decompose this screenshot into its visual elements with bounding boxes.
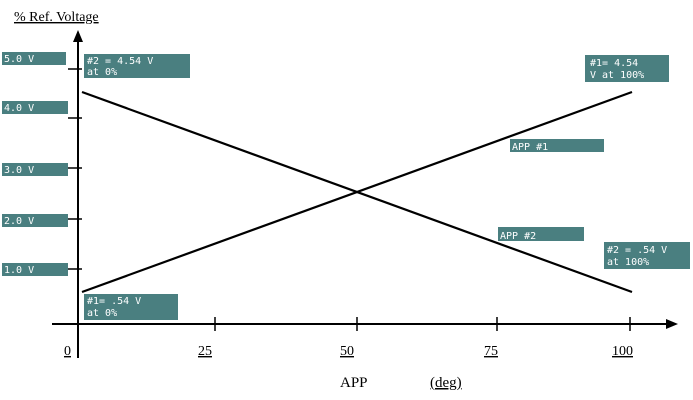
y-axis-arrow	[73, 30, 83, 42]
svg-text:V at 100%: V at 100%	[590, 70, 644, 81]
annotation-s1-at-0: #1= .54 V at 0%	[84, 294, 178, 320]
annotation-s1-at-100: #1= 4.54 V at 100%	[585, 55, 669, 82]
y-tick-label-4: 4.0 V	[4, 103, 34, 114]
series-group	[81, 90, 633, 294]
x-tick-label-100: 100	[612, 344, 633, 359]
svg-text:#2 = 4.54 V: #2 = 4.54 V	[87, 56, 153, 67]
series-label-app-1: APP #1	[510, 139, 604, 153]
y-tick-label-5: 5.0 V	[4, 54, 34, 65]
x-tick-label-50: 50	[340, 344, 354, 359]
series-label-app-2: APP #2	[498, 227, 584, 242]
series-line-app-2	[81, 90, 633, 294]
y-tick-labels: 5.0 V 4.0 V 3.0 V 2.0 V 1.0 V	[2, 52, 68, 276]
svg-text:#1= .54 V: #1= .54 V	[87, 296, 141, 307]
x-tick-label-25: 25	[198, 344, 212, 359]
svg-text:APP #2: APP #2	[500, 231, 536, 242]
y-tick-label-1: 1.0 V	[4, 265, 34, 276]
svg-text:at 0%: at 0%	[87, 67, 117, 78]
y-tick-label-3: 3.0 V	[4, 165, 34, 176]
svg-text:at 100%: at 100%	[607, 257, 649, 268]
x-tick-label-75: 75	[484, 344, 498, 359]
x-axis-unit: (deg)	[430, 375, 462, 391]
y-tick-label-2: 2.0 V	[4, 216, 34, 227]
x-axis-label: APP	[340, 375, 368, 391]
chart-title: % Ref. Voltage	[14, 10, 99, 25]
x-tick-label-0: 0	[64, 344, 71, 359]
svg-text:#2 = .54 V: #2 = .54 V	[607, 245, 667, 256]
x-tick-labels: 0 25 50 75 100	[64, 344, 633, 359]
x-axis-arrow	[666, 319, 678, 329]
svg-text:#1= 4.54: #1= 4.54	[590, 58, 638, 69]
axes	[52, 30, 678, 358]
svg-text:at 0%: at 0%	[87, 308, 117, 319]
annotation-s2-at-0: #2 = 4.54 V at 0%	[84, 54, 190, 78]
annotation-s2-at-100: #2 = .54 V at 100%	[604, 242, 690, 269]
svg-text:APP #1: APP #1	[512, 142, 548, 153]
